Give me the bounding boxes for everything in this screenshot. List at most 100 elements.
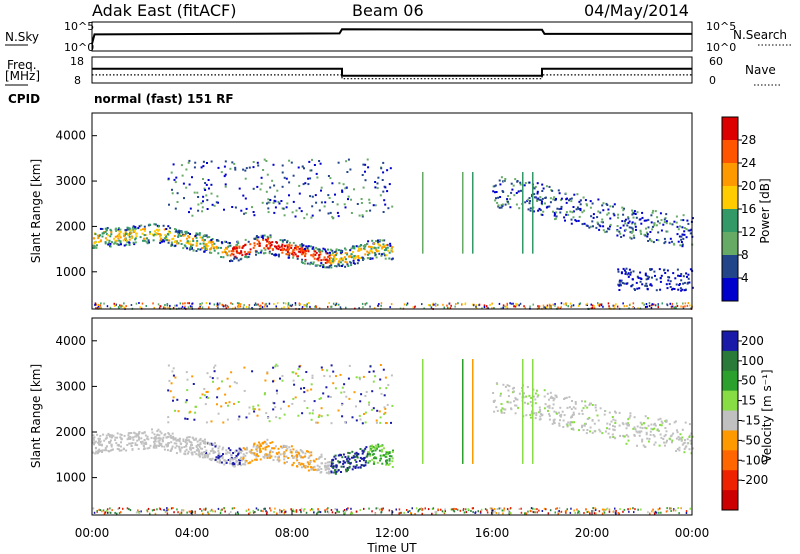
power-mark (556, 207, 559, 210)
velocity-mark (197, 449, 199, 452)
velocity-mark (384, 411, 387, 414)
power-mark (434, 302, 437, 305)
velocity-mark (114, 439, 117, 442)
power-mark (597, 303, 599, 306)
power-mark (356, 262, 359, 265)
power-mark (328, 254, 331, 257)
power-mark (147, 239, 150, 242)
velocity-mark (306, 407, 309, 409)
power-mark (109, 306, 112, 309)
power-mark (631, 230, 634, 233)
velocity-mark (348, 364, 351, 367)
velocity-mark (135, 511, 138, 514)
velocity-mark (480, 508, 483, 511)
velocity-mark (288, 446, 291, 449)
power-mark (318, 209, 321, 212)
velocity-mark (297, 414, 300, 417)
velocity-mark (287, 405, 290, 408)
power-mark (179, 239, 182, 242)
power-mark (224, 173, 227, 176)
velocity-mark (504, 385, 507, 388)
power-mark (557, 306, 559, 309)
velocity-mark (406, 509, 408, 511)
velocity-mark (250, 448, 253, 451)
velocity-mark (612, 436, 615, 438)
power-mark (119, 236, 122, 239)
power-mark (315, 251, 318, 254)
velocity-mark (379, 364, 382, 366)
power-mark (125, 239, 127, 242)
velocity-mark (267, 417, 269, 419)
velocity-mark (215, 456, 218, 459)
power-mark (344, 247, 346, 250)
velocity-mark (312, 466, 315, 469)
power-mark (159, 241, 162, 244)
power-mark (537, 209, 540, 212)
power-mark (104, 237, 107, 240)
power-mark (244, 197, 247, 200)
colorbar-segment (722, 163, 738, 187)
power-mark (612, 212, 615, 215)
colorbar-tick-label: -100 (741, 453, 768, 467)
power-mark (358, 257, 361, 259)
velocity-mark (608, 427, 611, 430)
velocity-mark (199, 452, 202, 455)
power-mark (256, 239, 259, 242)
power-mark (598, 304, 601, 307)
power-mark (666, 287, 669, 290)
power-mark (309, 245, 312, 248)
power-mark (244, 238, 247, 241)
noise-right-tick-top: 10^5 (706, 20, 736, 33)
power-mark (337, 215, 340, 218)
power-mark (367, 166, 370, 169)
power-mark (687, 277, 690, 280)
power-mark (357, 255, 360, 258)
velocity-mark (335, 471, 338, 473)
velocity-mark (254, 511, 256, 513)
velocity-mark (332, 370, 335, 373)
power-mark (532, 210, 535, 213)
power-mark (281, 247, 284, 250)
power-mark (664, 240, 667, 243)
power-mark (97, 237, 100, 240)
velocity-mark (266, 511, 268, 514)
power-mark (289, 304, 291, 307)
velocity-mark (549, 391, 552, 394)
velocity-mark (178, 438, 181, 441)
velocity-mark (237, 418, 240, 421)
power-mark (625, 282, 628, 285)
velocity-mark (569, 424, 572, 427)
velocity-mark (578, 429, 580, 432)
velocity-mark (256, 414, 259, 417)
power-mark (239, 258, 242, 261)
power-mark (265, 160, 268, 162)
power-mark (234, 168, 237, 171)
power-mark (374, 253, 377, 256)
velocity-mark (364, 464, 367, 467)
power-mark (652, 209, 655, 212)
power-mark (317, 259, 320, 262)
power-mark (262, 237, 265, 240)
power-mark (625, 267, 628, 270)
power-mark (138, 225, 141, 228)
velocity-mark (526, 402, 529, 405)
velocity-mark (154, 435, 157, 438)
velocity-mark (302, 451, 304, 454)
power-mark (303, 262, 306, 265)
velocity-mark (367, 451, 370, 454)
power-mark (659, 277, 662, 279)
power-mark (567, 213, 570, 216)
power-mark (202, 200, 204, 203)
power-mark (639, 218, 642, 221)
power-mark (630, 285, 633, 288)
velocity-mark (258, 445, 261, 448)
velocity-mark (388, 455, 391, 458)
velocity-mark (375, 447, 378, 450)
power-mark (337, 261, 340, 264)
power-mark (226, 252, 228, 255)
power-mark (118, 232, 121, 235)
power-mark (171, 192, 174, 195)
velocity-mark (381, 509, 383, 512)
velocity-mark (644, 415, 647, 418)
power-mark (104, 242, 107, 245)
